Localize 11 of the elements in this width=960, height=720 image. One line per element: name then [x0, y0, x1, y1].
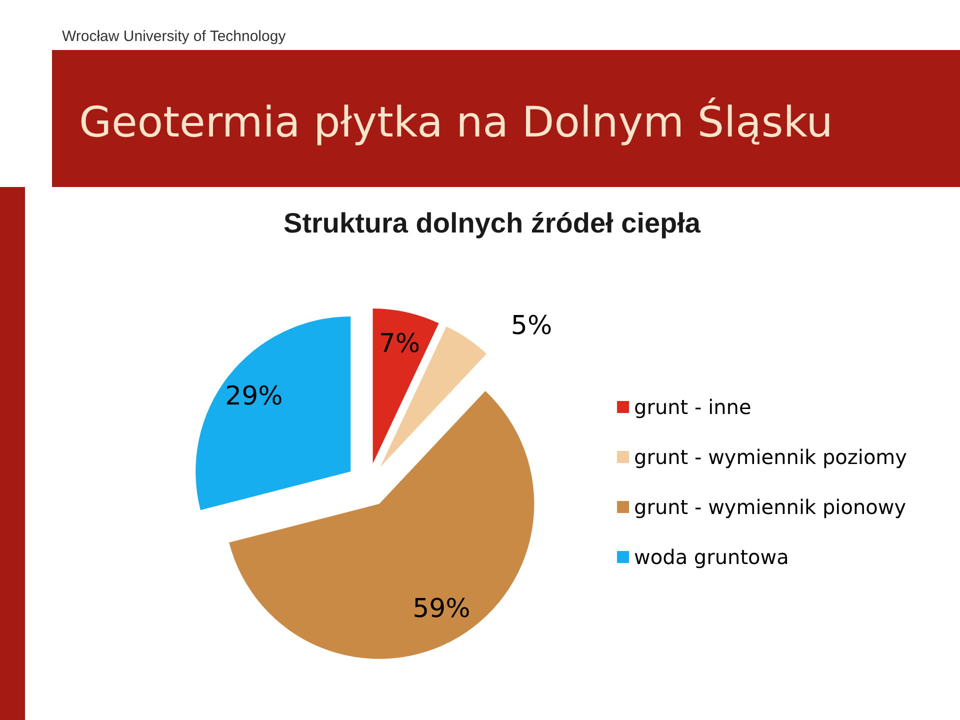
- data-label: 7%: [378, 329, 420, 360]
- chart-title: Geotermia płytka na Dolnym Śląsku: [79, 98, 833, 146]
- text: Wrocław University of Technology: [62, 28, 286, 45]
- chart-subtitle: Struktura dolnych źródeł ciepła: [284, 208, 701, 238]
- data-label: 5%: [510, 311, 552, 342]
- data-label: 29%: [225, 382, 283, 412]
- legend-label: grunt - wymiennik poziomy: [634, 445, 908, 469]
- data-label: 59%: [412, 594, 470, 624]
- legend-label: grunt - inne: [634, 395, 752, 419]
- legend-label: grunt - wymiennik pionowy: [634, 495, 906, 519]
- legend-label: woda gruntowa: [634, 545, 789, 569]
